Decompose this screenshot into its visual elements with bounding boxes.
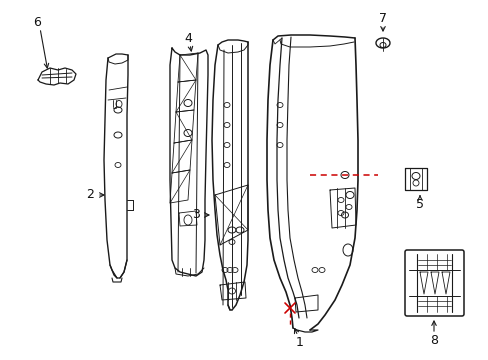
Text: 2: 2 xyxy=(86,189,94,202)
Text: 1: 1 xyxy=(295,336,304,348)
Text: 7: 7 xyxy=(378,12,386,24)
Text: 6: 6 xyxy=(33,15,41,28)
Text: 3: 3 xyxy=(192,208,200,221)
Text: 4: 4 xyxy=(183,31,192,45)
Text: 8: 8 xyxy=(429,333,437,346)
Text: 5: 5 xyxy=(415,198,423,211)
